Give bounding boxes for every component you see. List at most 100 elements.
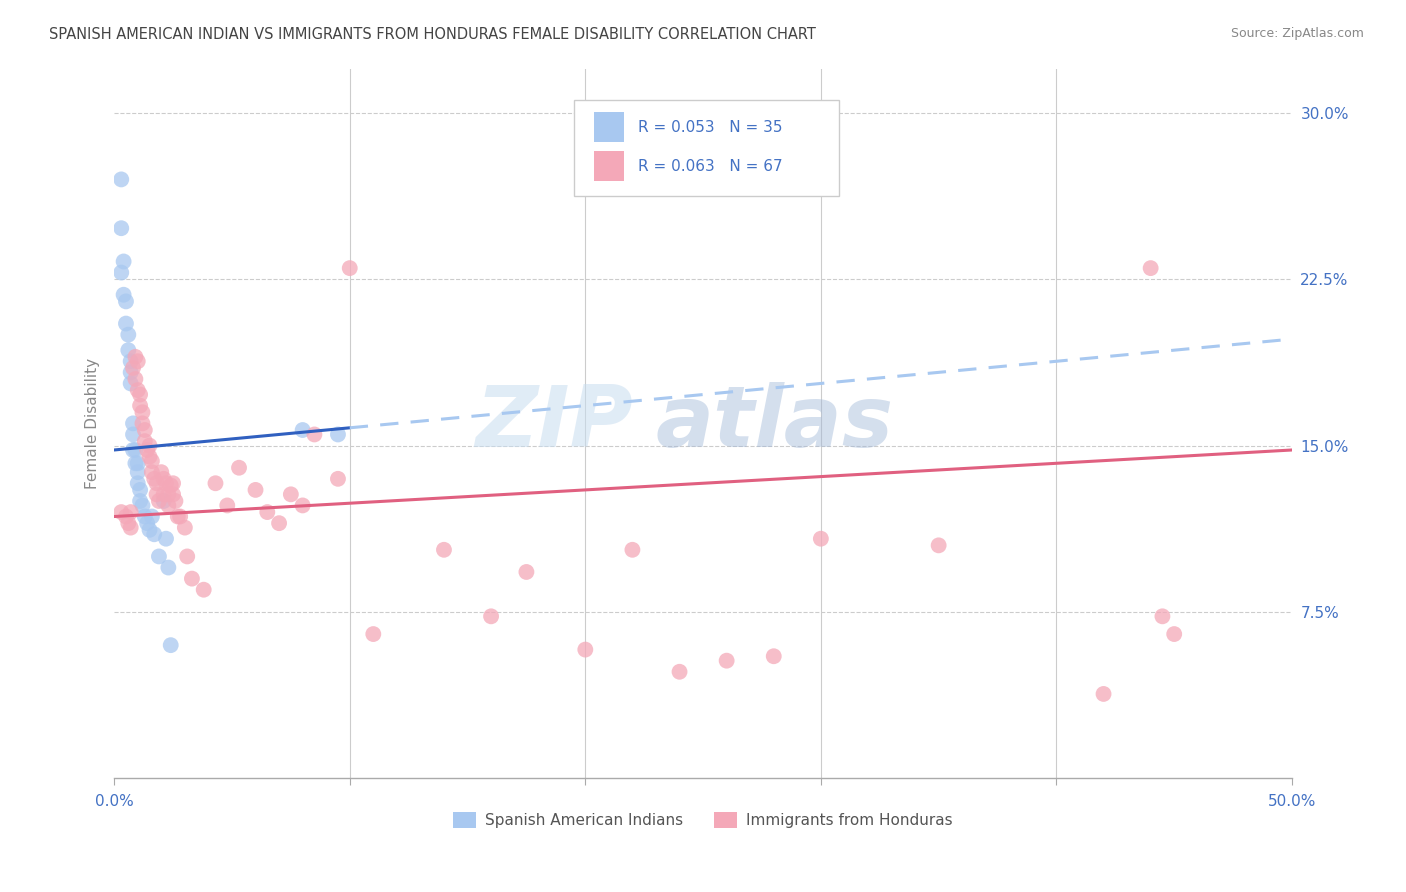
Point bbox=[136, 442, 159, 457]
Point bbox=[120, 376, 142, 391]
Point bbox=[141, 454, 163, 468]
Point bbox=[143, 472, 166, 486]
Point bbox=[129, 387, 152, 401]
Point bbox=[928, 538, 950, 552]
Text: Source: ZipAtlas.com: Source: ZipAtlas.com bbox=[1230, 27, 1364, 40]
Point bbox=[145, 476, 167, 491]
Point bbox=[150, 465, 173, 479]
Point bbox=[124, 372, 146, 386]
Point bbox=[1092, 687, 1115, 701]
Point bbox=[574, 642, 596, 657]
Point bbox=[1139, 261, 1161, 276]
Point bbox=[256, 505, 278, 519]
Point bbox=[304, 427, 326, 442]
Y-axis label: Female Disability: Female Disability bbox=[86, 358, 100, 489]
Point bbox=[129, 494, 152, 508]
Point bbox=[127, 354, 149, 368]
Point bbox=[1152, 609, 1174, 624]
Point bbox=[176, 549, 198, 564]
Point bbox=[131, 417, 153, 431]
Point bbox=[152, 472, 174, 486]
Point bbox=[141, 509, 163, 524]
Text: SPANISH AMERICAN INDIAN VS IMMIGRANTS FROM HONDURAS FEMALE DISABILITY CORRELATIO: SPANISH AMERICAN INDIAN VS IMMIGRANTS FR… bbox=[49, 27, 815, 42]
Point bbox=[157, 560, 180, 574]
Point bbox=[810, 532, 832, 546]
Point bbox=[127, 456, 149, 470]
Point bbox=[267, 516, 290, 531]
Point bbox=[326, 427, 349, 442]
Point bbox=[165, 494, 187, 508]
Point bbox=[668, 665, 690, 679]
Point bbox=[110, 172, 132, 186]
Point bbox=[120, 520, 142, 534]
Point bbox=[143, 527, 166, 541]
Point bbox=[122, 427, 145, 442]
Point bbox=[245, 483, 267, 497]
Point bbox=[141, 465, 163, 479]
Point bbox=[621, 542, 644, 557]
Point bbox=[152, 494, 174, 508]
Point bbox=[181, 572, 204, 586]
Point bbox=[217, 499, 239, 513]
Point bbox=[169, 509, 191, 524]
Point bbox=[515, 565, 537, 579]
Point bbox=[479, 609, 502, 624]
Point bbox=[148, 549, 170, 564]
Point bbox=[127, 476, 149, 491]
Point bbox=[122, 360, 145, 375]
Point bbox=[115, 509, 138, 524]
Point bbox=[173, 520, 195, 534]
Point bbox=[112, 287, 135, 301]
Point bbox=[120, 365, 142, 379]
Point bbox=[162, 487, 184, 501]
Point bbox=[134, 434, 156, 449]
Text: R = 0.063   N = 67: R = 0.063 N = 67 bbox=[638, 159, 783, 174]
Point bbox=[127, 465, 149, 479]
Point bbox=[117, 343, 139, 358]
Point bbox=[157, 499, 180, 513]
Point bbox=[138, 523, 160, 537]
Point bbox=[120, 354, 142, 368]
Point bbox=[148, 494, 170, 508]
Point bbox=[155, 532, 177, 546]
Point bbox=[204, 476, 226, 491]
Point bbox=[291, 423, 314, 437]
Point bbox=[145, 487, 167, 501]
Bar bbox=[593, 112, 624, 142]
Point bbox=[129, 483, 152, 497]
Point bbox=[134, 423, 156, 437]
Point bbox=[127, 383, 149, 397]
Text: R = 0.053   N = 35: R = 0.053 N = 35 bbox=[638, 120, 783, 135]
Point bbox=[117, 327, 139, 342]
Point bbox=[157, 487, 180, 501]
Point bbox=[716, 654, 738, 668]
Point bbox=[120, 505, 142, 519]
Point bbox=[110, 266, 132, 280]
Point bbox=[155, 476, 177, 491]
Point bbox=[131, 499, 153, 513]
Point bbox=[280, 487, 302, 501]
Point bbox=[1163, 627, 1185, 641]
Point bbox=[162, 476, 184, 491]
Point bbox=[122, 417, 145, 431]
Text: ZIP: ZIP bbox=[475, 382, 633, 465]
Point bbox=[326, 472, 349, 486]
Point bbox=[124, 456, 146, 470]
Point bbox=[762, 649, 785, 664]
Point bbox=[110, 505, 132, 519]
Point bbox=[228, 460, 250, 475]
Point bbox=[129, 399, 152, 413]
Point bbox=[166, 509, 188, 524]
Point bbox=[138, 450, 160, 464]
Bar bbox=[593, 152, 624, 181]
Point bbox=[339, 261, 361, 276]
Point bbox=[124, 442, 146, 457]
FancyBboxPatch shape bbox=[574, 101, 838, 196]
Point bbox=[159, 638, 181, 652]
Point bbox=[363, 627, 385, 641]
Text: atlas: atlas bbox=[657, 382, 894, 465]
Point bbox=[136, 516, 159, 531]
Legend: Spanish American Indians, Immigrants from Honduras: Spanish American Indians, Immigrants fro… bbox=[447, 806, 959, 834]
Point bbox=[159, 478, 181, 492]
Point bbox=[152, 487, 174, 501]
